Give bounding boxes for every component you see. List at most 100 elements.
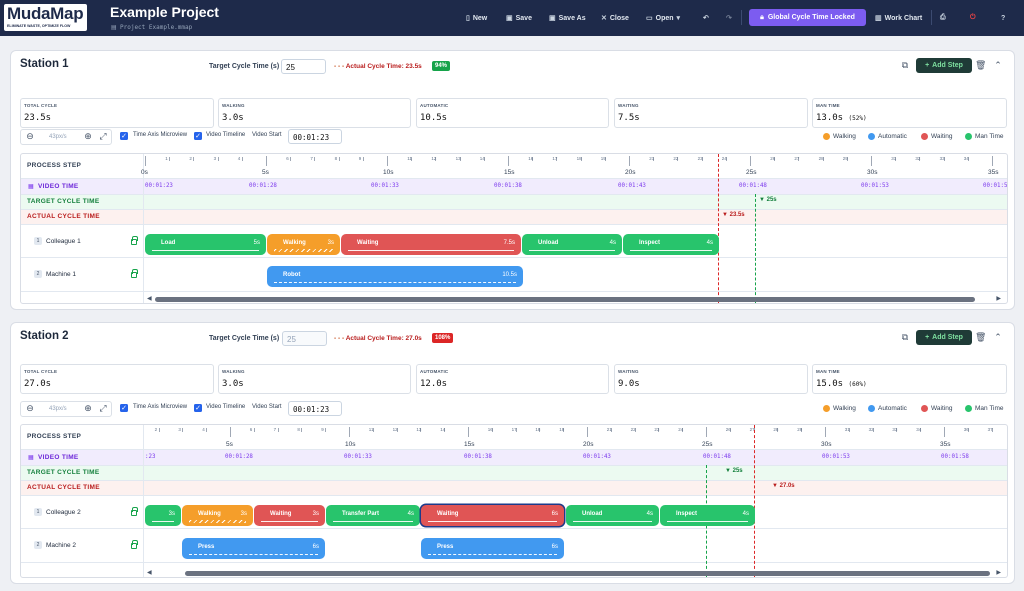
scroll-left-icon[interactable]: ◀ [147, 569, 152, 576]
actual-marker: ▼ 27.0s [772, 483, 795, 489]
power-button[interactable]: ⏻ [970, 12, 976, 24]
ruler-tick-label: 9 [358, 156, 362, 161]
timeline-block-man[interactable]: 3s [145, 505, 181, 526]
open-button[interactable]: ▭ Open ▾ [646, 14, 681, 23]
lock-icon[interactable] [131, 269, 138, 278]
actual-cycle-row-label: ACTUAL CYCLE TIME [27, 484, 100, 491]
video-timeline-checkbox[interactable]: ✓ [194, 404, 202, 412]
ruler-tick-label: 36 [963, 427, 969, 432]
metric-walking: WALKING 3.0s [218, 364, 411, 394]
timeline-block-waiting[interactable]: Waiting 7.5s [341, 234, 521, 255]
target-cycle-input[interactable]: 25 [281, 59, 326, 74]
block-underline [630, 250, 712, 251]
seconds-label: 5s [262, 169, 269, 176]
target-cycle-input[interactable]: 25 [282, 331, 327, 346]
horizontal-scrollbar[interactable]: ◀ ▶ [145, 569, 1003, 577]
collapse-chevron-icon[interactable]: ⌃ [994, 333, 1002, 343]
video-start-input[interactable]: 00:01:23 [288, 401, 342, 416]
ruler-tick-label: 6 [249, 427, 253, 432]
timeline-block-waiting[interactable]: Waiting 3s [254, 505, 325, 526]
ruler-tick [459, 157, 461, 161]
video-time-label: 00:01:43 [618, 183, 646, 189]
lock-icon[interactable] [131, 540, 138, 549]
trash-icon[interactable]: 🗑︎ [975, 61, 987, 71]
timeline-block-walking[interactable]: Walking 3s [267, 234, 340, 255]
toolbar-divider [741, 10, 742, 25]
ruler-tick [387, 156, 388, 166]
ruler-tick-label: 29 [842, 156, 848, 161]
legend-man-time: Man Time [965, 133, 1004, 140]
ruler-tick [483, 157, 485, 161]
expand-icon[interactable]: ⤢ [99, 132, 107, 142]
metric-man-time: MAN TIME 13.0s (52%) [812, 98, 1007, 128]
ruler-tick-label: 16 [528, 156, 534, 161]
row-divider [21, 449, 1007, 450]
ruler-tick [750, 156, 751, 166]
ruler-tick [604, 157, 606, 161]
actual-cycle-label: - - - Actual Cycle Time: 27.0s [334, 335, 422, 342]
timeline-block-man[interactable]: Load 5s [145, 234, 266, 255]
time-axis-checkbox[interactable]: ✓ [120, 132, 128, 140]
ruler-tick [314, 157, 316, 161]
lock-icon[interactable] [131, 507, 138, 516]
duplicate-icon[interactable]: ⧉ [901, 333, 909, 343]
add-step-button[interactable]: + Add Step [916, 58, 972, 73]
scroll-right-icon[interactable]: ▶ [996, 295, 1001, 302]
scrollbar-thumb[interactable] [185, 571, 990, 576]
close-button[interactable]: ✕ Close [601, 14, 629, 23]
zoom-in-icon[interactable]: ⊕ [84, 132, 92, 142]
lock-icon[interactable] [131, 236, 138, 245]
help-button[interactable]: ? [1001, 12, 1005, 24]
add-step-button[interactable]: + Add Step [916, 330, 972, 345]
row-name: Colleague 1 [46, 238, 81, 245]
video-start-input[interactable]: 00:01:23 [288, 129, 342, 144]
timeline-block-man[interactable]: Inspect 4s [660, 505, 755, 526]
logo-text: MudaMap [7, 4, 84, 23]
timeline-block-walking[interactable]: Walking 3s [182, 505, 253, 526]
block-duration: 6s [312, 544, 319, 550]
scroll-right-icon[interactable]: ▶ [996, 569, 1001, 576]
row-name: Colleague 2 [46, 509, 81, 516]
global-cycle-lock-button[interactable]: 🔒︎ Global Cycle Time Locked [749, 9, 866, 26]
timeline-block-automatic[interactable]: Press 6s [182, 538, 325, 559]
horizontal-scrollbar[interactable]: ◀ ▶ [145, 295, 1003, 303]
work-chart-button[interactable]: ▥ Work Chart [875, 14, 923, 23]
save-as-button[interactable]: ▣ Save As [549, 14, 586, 23]
zoom-in-icon[interactable]: ⊕ [84, 404, 92, 414]
video-time-label: 00:01:48 [739, 183, 767, 189]
video-timeline-checkbox[interactable]: ✓ [194, 132, 202, 140]
trash-icon[interactable]: 🗑︎ [975, 333, 987, 343]
collapse-chevron-icon[interactable]: ⌃ [994, 61, 1002, 71]
ruler-tick [895, 157, 897, 161]
timeline-block-automatic[interactable]: Robot 10.5s [267, 266, 523, 287]
block-underline [274, 282, 516, 283]
ruler-tick-label: 28 [818, 156, 824, 161]
print-button[interactable]: ⎙ [940, 12, 946, 24]
undo-button[interactable]: ↶ [703, 12, 709, 24]
row-divider [21, 178, 1007, 179]
zoom-out-icon[interactable]: ⊖ [26, 132, 34, 142]
scroll-left-icon[interactable]: ◀ [147, 295, 152, 302]
block-underline [348, 250, 514, 251]
timeline-block-man[interactable]: Inspect 4s [623, 234, 719, 255]
timeline-block-waiting[interactable]: Waiting 6s [421, 505, 564, 526]
ruler-tick [182, 428, 184, 432]
expand-icon[interactable]: ⤢ [99, 404, 107, 414]
duplicate-icon[interactable]: ⧉ [901, 61, 909, 71]
timeline-block-automatic[interactable]: Press 6s [421, 538, 564, 559]
block-name: Robot [283, 272, 301, 278]
new-button[interactable]: ▯ New [466, 14, 488, 23]
ruler-tick [266, 156, 267, 166]
timeline-block-man[interactable]: Unload 4s [522, 234, 622, 255]
save-icon: ▣ [506, 15, 513, 22]
save-button[interactable]: ▣ Save [506, 14, 532, 23]
legend-waiting: Waiting [921, 133, 952, 140]
zoom-out-icon[interactable]: ⊖ [26, 404, 34, 414]
block-duration: 6s [551, 544, 558, 550]
redo-button[interactable]: ↷ [726, 12, 732, 24]
row-label-column: PROCESS STEP ▦ VIDEO TIME TARGET CYCLE TIME… [21, 425, 144, 577]
timeline-block-man[interactable]: Unload 4s [566, 505, 659, 526]
time-axis-checkbox[interactable]: ✓ [120, 404, 128, 412]
scrollbar-thumb[interactable] [155, 297, 975, 302]
timeline-block-man[interactable]: Transfer Part 4s [326, 505, 420, 526]
